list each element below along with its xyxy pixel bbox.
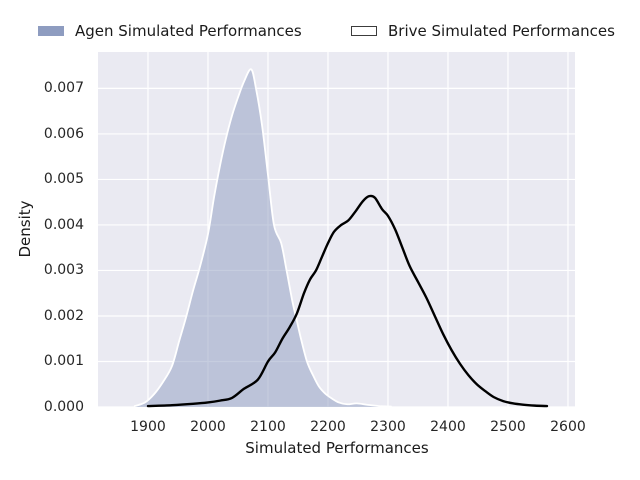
y-tick-label: 0.006 [43, 125, 84, 142]
x-tick-label: 2200 [310, 419, 346, 435]
agen-density-area [134, 69, 391, 408]
y-tick-label: 0.000 [43, 399, 84, 415]
agen-legend-swatch [38, 26, 64, 36]
agen-density-edge [133, 68, 392, 408]
y-tick-label: 0.003 [43, 262, 84, 279]
x-tick-label: 1900 [130, 419, 166, 435]
legend-entry-brive: Brive Simulated Performances [351, 20, 615, 42]
x-tick-label: 2600 [550, 419, 586, 435]
x-tick-label: 2100 [250, 419, 286, 435]
x-tick-label: 2300 [370, 419, 406, 435]
x-tick-label: 2400 [430, 419, 466, 435]
y-tick-label: 0.005 [43, 171, 84, 188]
brive-legend-swatch [351, 26, 377, 36]
x-tick-label: 2000 [190, 419, 226, 435]
y-tick-label: 0.002 [43, 307, 84, 324]
brive-density-line [146, 194, 549, 408]
x-tick-label: 2500 [490, 419, 526, 435]
series-layer [133, 68, 549, 408]
x-axis-label: Simulated Performances [245, 439, 429, 457]
y-tick-label: 0.007 [43, 80, 84, 97]
y-axis-label: Density [16, 200, 34, 258]
y-tick-label: 0.004 [43, 216, 84, 233]
brive-legend-label: Brive Simulated Performances [388, 22, 615, 40]
agen-legend-label: Agen Simulated Performances [75, 22, 302, 40]
legend-entry-agen: Agen Simulated Performances [38, 20, 302, 42]
y-tick-label: 0.001 [43, 353, 84, 370]
